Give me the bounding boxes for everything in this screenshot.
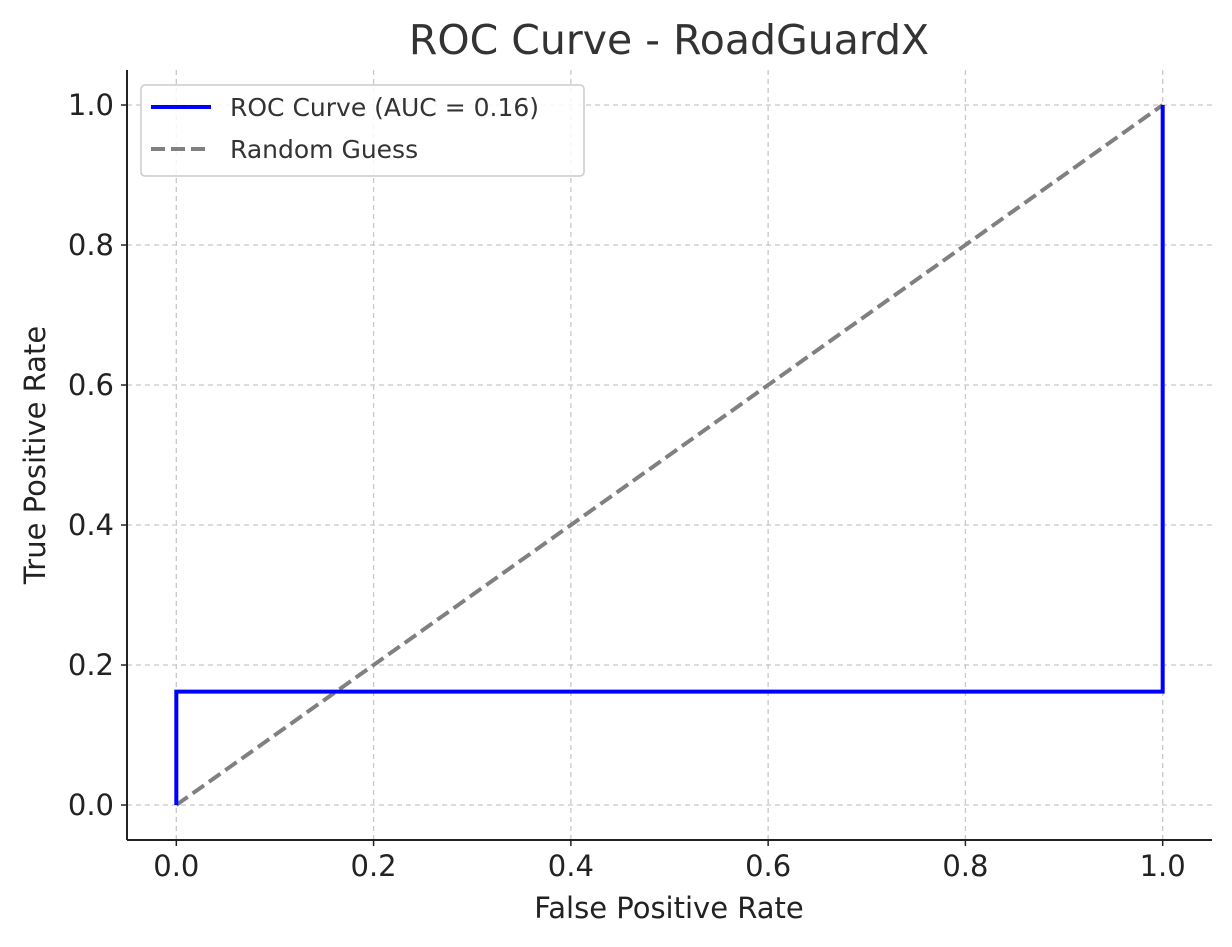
random-guess-line bbox=[175, 103, 1164, 807]
legend-label-roc-curve: ROC Curve (AUC = 0.16) bbox=[230, 93, 539, 122]
tick-layer: 0.0 0.2 0.4 0.6 0.8 1.0 0.0 0.2 0.4 0.6 0.8 1.0 bbox=[68, 88, 1186, 883]
legend-box bbox=[140, 84, 585, 177]
x-tick-label: 0.8 bbox=[942, 849, 988, 883]
y-axis-label: True Positive Rate bbox=[18, 326, 52, 585]
x-tick-label: 1.0 bbox=[1140, 849, 1186, 883]
series-layer bbox=[174, 103, 1165, 807]
x-tick-label: 0.0 bbox=[153, 849, 199, 883]
x-tick-label: 0.2 bbox=[351, 849, 397, 883]
legend-label-random-guess: Random Guess bbox=[230, 135, 418, 164]
y-tick-label: 0.4 bbox=[68, 508, 114, 542]
y-tick-label: 0.8 bbox=[68, 228, 114, 262]
grid-layer bbox=[127, 70, 1212, 840]
x-tick-label: 0.4 bbox=[548, 849, 594, 883]
chart-title: ROC Curve - RoadGuardX bbox=[409, 16, 929, 64]
legend: ROC Curve (AUC = 0.16) Random Guess bbox=[140, 84, 585, 177]
roc-curve-line bbox=[174, 105, 1165, 805]
y-tick-label: 0.0 bbox=[68, 788, 114, 822]
x-tick-label: 0.6 bbox=[745, 849, 791, 883]
y-tick-label: 1.0 bbox=[68, 88, 114, 122]
y-tick-label: 0.2 bbox=[68, 648, 114, 682]
y-tick-label: 0.6 bbox=[68, 368, 114, 402]
x-axis-label: False Positive Rate bbox=[534, 891, 804, 925]
